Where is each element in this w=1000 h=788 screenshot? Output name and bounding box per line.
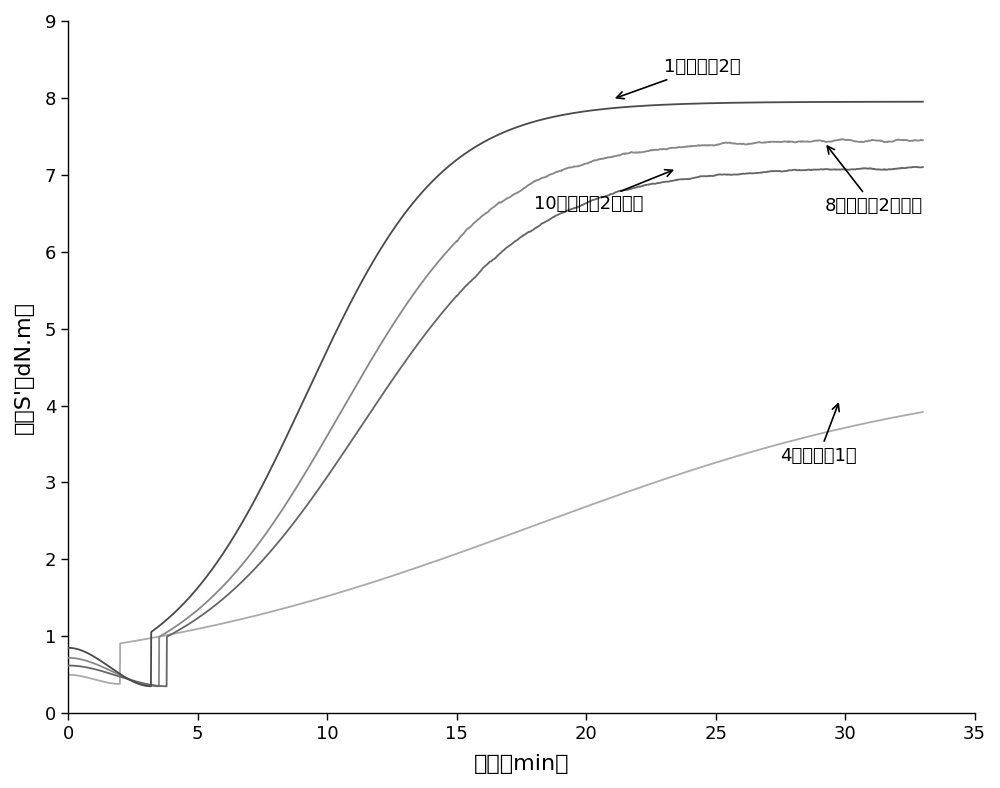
X-axis label: 时间（min）: 时间（min） [474,754,569,774]
Text: 10（对比例2精品）: 10（对比例2精品） [534,169,673,213]
Text: 8（对比例2粗品）: 8（对比例2粗品） [824,146,923,214]
Y-axis label: 扭矩S'（dN.m）: 扭矩S'（dN.m） [14,300,34,433]
Text: 4（对比例1）: 4（对比例1） [780,403,857,464]
Text: 1（实施例2）: 1（实施例2） [616,58,741,98]
